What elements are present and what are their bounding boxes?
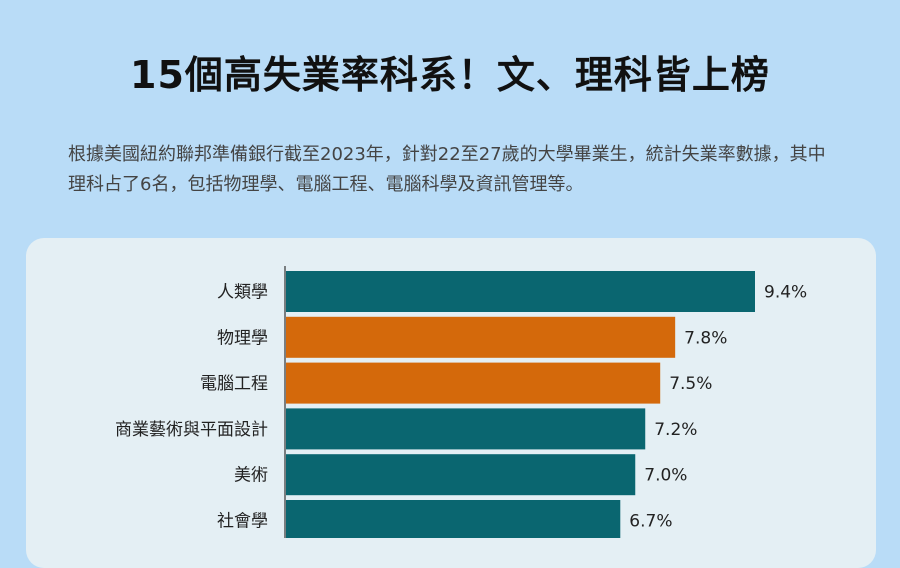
value-label: 9.4% xyxy=(764,283,807,303)
category-label: 人類學 xyxy=(217,283,268,303)
page-title: 15個高失業率科系！文、理科皆上榜 xyxy=(130,53,770,97)
category-label: 商業藝術與平面設計 xyxy=(115,420,268,440)
category-label: 美術 xyxy=(234,466,268,486)
category-label: 社會學 xyxy=(217,512,268,532)
bar-chart: 人類學 9.4% 物理學 7.8% 電腦工程 7.5% 商業藝術與平面設計 7.2% 美術 7.0… xyxy=(115,266,807,538)
value-label: 7.0% xyxy=(644,466,687,486)
value-label: 7.8% xyxy=(684,328,727,348)
chart-panel: 人類學 9.4% 物理學 7.8% 電腦工程 7.5% 商業藝術與平面設計 7.2% 美術 7.0… xyxy=(26,238,876,568)
category-label: 電腦工程 xyxy=(200,374,268,394)
bar xyxy=(286,362,661,404)
value-label: 6.7% xyxy=(629,512,672,532)
category-label: 物理學 xyxy=(217,328,268,348)
value-label: 7.2% xyxy=(654,420,697,440)
bar xyxy=(286,454,636,496)
bar xyxy=(286,271,755,312)
bar xyxy=(286,500,621,538)
bar xyxy=(286,316,676,358)
page-subtitle: 根據美國紐約聯邦準備銀行截至2023年，針對22至27歲的大學畢業生，統計失業率… xyxy=(68,144,826,195)
value-label: 7.5% xyxy=(669,374,712,394)
bar xyxy=(286,408,646,450)
